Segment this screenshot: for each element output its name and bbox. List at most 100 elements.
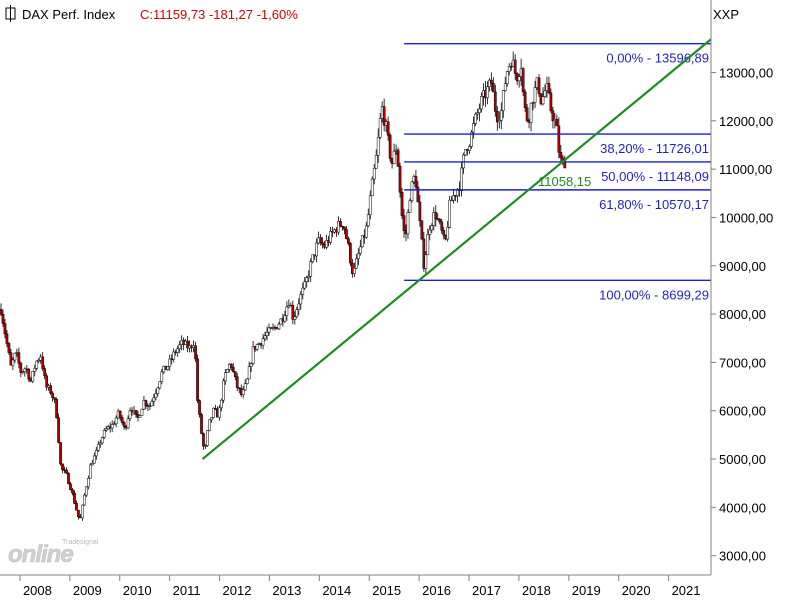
candle-body	[35, 360, 39, 369]
x-tick-label: 2017	[472, 583, 501, 598]
candle-body	[474, 113, 477, 124]
x-tick-label: 2009	[73, 583, 102, 598]
candle-body	[368, 195, 372, 215]
candle-body	[1, 313, 5, 324]
candle-body	[110, 424, 114, 429]
candle-body	[497, 120, 501, 123]
candle-body	[27, 368, 31, 380]
trendline	[201, 38, 712, 460]
x-tick-label: 2014	[322, 583, 351, 598]
candle-body	[120, 417, 124, 423]
trendline-value-label: 11058,15	[538, 174, 591, 189]
candle-body	[434, 212, 438, 220]
candle-body	[176, 348, 180, 353]
candle-body	[172, 351, 176, 360]
candle-body	[67, 472, 70, 485]
candle-body	[408, 200, 412, 213]
candle-body	[11, 359, 15, 366]
watermark-logo: Tradesignal online	[8, 539, 99, 568]
candle-body	[208, 419, 211, 431]
candle-body	[200, 414, 203, 434]
candle-body	[237, 387, 241, 389]
candle-body	[7, 343, 11, 353]
candle-body	[428, 229, 432, 235]
candle-body	[388, 134, 392, 159]
candle-body	[261, 338, 265, 346]
candle-body	[23, 368, 27, 372]
candle-body	[90, 463, 94, 466]
y-tick-label: 4000,00	[719, 500, 766, 515]
candle-body	[235, 376, 239, 389]
candle-body	[464, 148, 467, 156]
candle-body	[358, 246, 362, 254]
candle-body	[470, 131, 473, 147]
candle-body	[5, 333, 9, 344]
candle-body	[9, 352, 13, 366]
instrument-quote: C:11159,73 -181,27 -1,60%	[140, 7, 298, 22]
candle-body	[194, 345, 197, 360]
candle-body	[438, 218, 442, 223]
candle-body	[364, 225, 368, 238]
candle-body	[69, 483, 72, 490]
x-tick-label: 2012	[223, 583, 252, 598]
y-tick-label: 3000,00	[719, 549, 766, 564]
candle-body	[96, 443, 100, 451]
watermark-brand: Tradesignal	[62, 539, 99, 546]
candle-body	[452, 195, 455, 201]
candle-body	[86, 478, 90, 488]
y-tick-label: 7000,00	[719, 355, 766, 370]
candle-body	[547, 83, 551, 94]
x-axis-ticks: 2008 2009 2010 2011 2012 2013 2014 2015 2016 2017…	[19, 575, 701, 598]
candle-body	[77, 509, 80, 518]
candle-body	[529, 102, 533, 123]
candle-body	[517, 76, 521, 82]
candle-body	[249, 363, 253, 367]
axis-code: XXP	[713, 7, 739, 22]
candle-body	[220, 399, 223, 409]
candle-body	[186, 340, 189, 349]
candle-body	[225, 369, 229, 373]
candle-body	[55, 399, 58, 419]
candle-body	[263, 335, 267, 339]
y-tick-label: 13000,00	[719, 65, 773, 80]
candle-body	[61, 463, 64, 471]
candle-body	[311, 254, 315, 262]
candle-body	[325, 240, 328, 248]
candle-body	[291, 304, 295, 320]
candle-body	[345, 229, 348, 239]
candle-body	[420, 220, 424, 240]
candle-body	[396, 149, 400, 167]
candle-body	[75, 503, 78, 511]
candle-body	[245, 378, 249, 384]
candle-body	[347, 238, 350, 244]
candle-body	[17, 352, 21, 364]
candle-body	[134, 409, 138, 415]
candle-body	[33, 368, 37, 372]
candle-body	[265, 332, 269, 337]
candle-body	[442, 230, 446, 236]
candle-body	[85, 486, 88, 496]
candle-body	[100, 437, 104, 444]
candle-body	[104, 428, 108, 431]
candle-body	[555, 119, 559, 127]
candle-body	[140, 408, 144, 416]
candle-body	[418, 201, 422, 222]
candle-body	[355, 258, 358, 269]
y-tick-label: 11000,00	[719, 162, 772, 177]
x-tick-label: 2018	[522, 583, 551, 598]
candle-body	[372, 168, 376, 180]
candle-body	[13, 352, 17, 361]
candle-body	[392, 150, 396, 164]
x-tick-label: 2015	[372, 583, 401, 598]
candle-body	[301, 287, 305, 295]
candle-body	[410, 181, 414, 201]
candle-body	[480, 96, 483, 110]
x-tick-label: 2008	[23, 583, 52, 598]
candle-body	[509, 66, 513, 68]
x-tick-label: 2016	[422, 583, 451, 598]
x-tick-label: 2019	[572, 583, 601, 598]
y-tick-label: 5000,00	[719, 452, 766, 467]
candle-body	[456, 188, 459, 197]
candle-body	[138, 415, 142, 418]
